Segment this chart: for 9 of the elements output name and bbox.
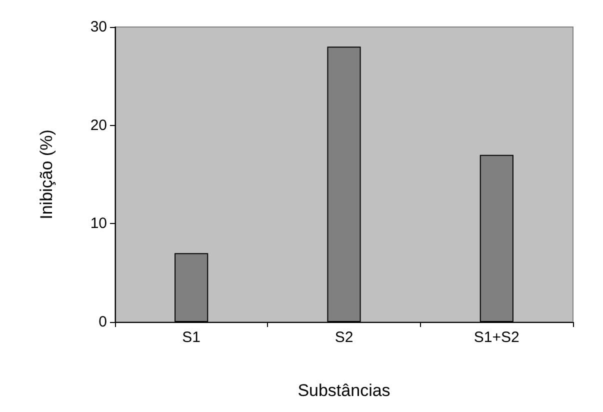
x-tick-label: S1+S2 [474, 329, 520, 346]
x-tick-label: S2 [334, 329, 354, 346]
y-tick-label: 10 [90, 215, 107, 232]
y-tick-label: 20 [90, 116, 107, 134]
y-tick-label: 30 [90, 18, 107, 36]
x-axis-title: Substâncias [298, 381, 390, 400]
x-tick-label: S1 [182, 329, 201, 346]
y-axis-title: Inibição (%) [37, 130, 56, 220]
y-tick-label: 0 [98, 314, 107, 330]
